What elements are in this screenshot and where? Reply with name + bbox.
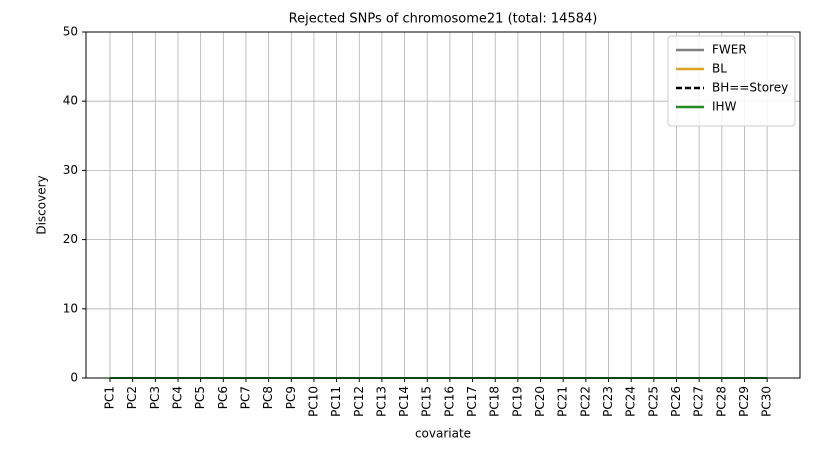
x-tick-label: PC19 bbox=[510, 386, 524, 417]
x-tick-label: PC8 bbox=[261, 386, 275, 409]
y-tick-label: 10 bbox=[63, 301, 78, 315]
legend-box bbox=[667, 35, 796, 127]
x-axis-label: covariate bbox=[415, 427, 471, 441]
y-tick-label: 50 bbox=[63, 25, 78, 39]
x-tick-label: PC20 bbox=[533, 386, 547, 417]
x-tick-label: PC23 bbox=[601, 386, 615, 417]
x-tick-label: PC16 bbox=[442, 386, 456, 417]
x-tick-label: PC13 bbox=[374, 386, 388, 417]
x-tick-label: PC18 bbox=[488, 386, 502, 417]
legend-label: BL bbox=[712, 62, 727, 76]
y-tick-label: 20 bbox=[63, 232, 78, 246]
y-tick-label: 30 bbox=[63, 163, 78, 177]
legend-label: BH==Storey bbox=[712, 81, 788, 95]
x-tick-label: PC25 bbox=[646, 386, 660, 417]
x-tick-label: PC30 bbox=[760, 386, 774, 417]
plot-frame bbox=[85, 31, 801, 379]
legend-label: FWER bbox=[712, 43, 747, 57]
x-tick-label: PC9 bbox=[284, 386, 298, 409]
x-tick-label: PC11 bbox=[329, 386, 343, 417]
y-tick-label: 40 bbox=[63, 94, 78, 108]
x-tick-label: PC21 bbox=[556, 386, 570, 417]
x-tick-label: PC28 bbox=[714, 386, 728, 417]
chart-title: Rejected SNPs of chromosome21 (total: 14… bbox=[289, 12, 598, 27]
y-tick-label: 0 bbox=[70, 371, 78, 385]
x-tick-label: PC15 bbox=[420, 386, 434, 417]
x-tick-label: PC26 bbox=[669, 386, 683, 417]
y-axis-label: Discovery bbox=[35, 175, 49, 234]
x-tick-label: PC27 bbox=[692, 386, 706, 417]
x-tick-label: PC2 bbox=[125, 386, 139, 409]
x-tick-label: PC4 bbox=[170, 386, 184, 409]
x-tick-label: PC22 bbox=[578, 386, 592, 417]
x-tick-label: PC6 bbox=[216, 386, 230, 409]
x-tick-label: PC5 bbox=[193, 386, 207, 409]
x-tick-label: PC17 bbox=[465, 386, 479, 417]
x-tick-label: PC14 bbox=[397, 386, 411, 417]
x-tick-label: PC12 bbox=[352, 386, 366, 417]
x-tick-label: PC1 bbox=[103, 386, 117, 409]
legend-label: IHW bbox=[712, 100, 737, 114]
x-tick-label: PC24 bbox=[624, 386, 638, 417]
x-tick-label: PC3 bbox=[148, 386, 162, 409]
x-tick-label: PC29 bbox=[737, 386, 751, 417]
x-tick-label: PC7 bbox=[238, 386, 252, 409]
x-tick-label: PC10 bbox=[306, 386, 320, 417]
